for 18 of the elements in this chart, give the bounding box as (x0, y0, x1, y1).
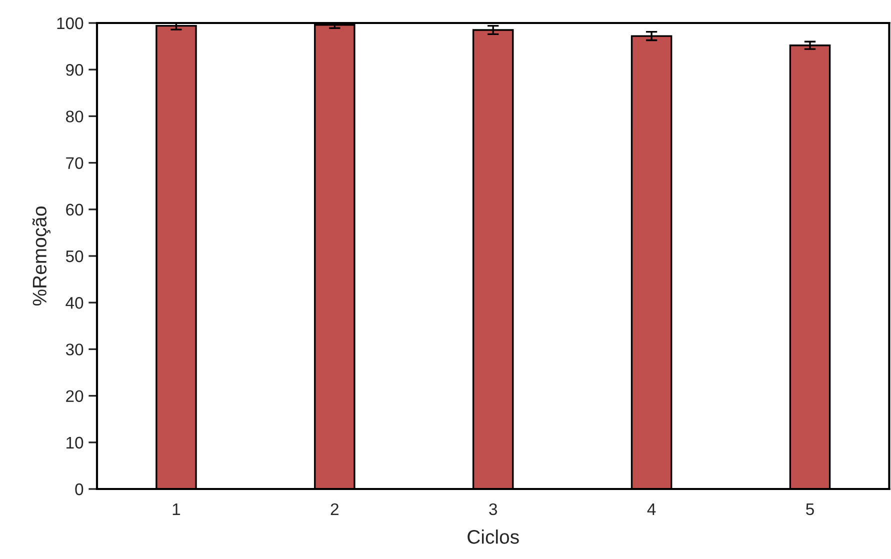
y-tick-label: 100 (57, 17, 84, 30)
y-tick-label: 90 (66, 64, 84, 76)
y-tick-label: 40 (66, 297, 84, 309)
x-tick-label: 2 (330, 503, 338, 515)
y-tick-label: 10 (66, 436, 84, 449)
y-tick-label: 70 (66, 157, 84, 170)
y-tick-label: 20 (66, 390, 84, 402)
x-tick-label: 1 (172, 504, 180, 515)
y-tick-label: 50 (66, 250, 84, 262)
y-tick-label: 30 (66, 344, 84, 356)
y-tick-label: 80 (66, 110, 84, 122)
x-axis-title: Ciclos (468, 530, 519, 544)
x-tick-label: 5 (806, 504, 814, 516)
x-tick-label: 4 (647, 504, 656, 515)
y-tick-label: 60 (66, 204, 84, 216)
y-axis-title: %Remoção (32, 206, 50, 306)
x-tick-label: 3 (489, 503, 498, 516)
y-tick-label: 0 (75, 483, 84, 496)
